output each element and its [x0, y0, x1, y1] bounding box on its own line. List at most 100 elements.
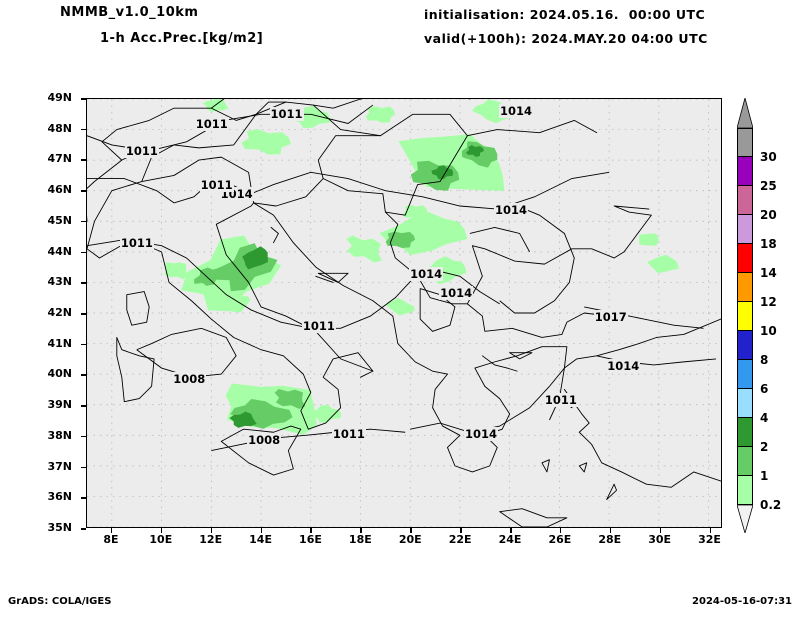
coastline [312, 99, 361, 109]
coastline [101, 107, 257, 161]
isobar-line [410, 366, 566, 433]
colorbar-band [738, 302, 752, 331]
isobar-label: 1011 [301, 319, 336, 334]
lon-tick-label: 14E [249, 533, 272, 546]
colorbar-band [738, 360, 752, 389]
colorbar-over-arrow [736, 96, 754, 132]
precip-contour [164, 262, 188, 280]
isobar-label: 1014 [409, 267, 444, 282]
coastline [99, 239, 374, 430]
colorbar-tick-label: 8 [760, 353, 769, 367]
lat-tick-mark [81, 128, 86, 131]
precip-contour [202, 99, 229, 113]
model-title: NMMB_v1.0_10km [60, 5, 199, 20]
precipitation-map [87, 99, 721, 527]
isobar-label-layer: 1011 1011 1011 1014 1014 1011 1011 1014 1014 1014… [87, 99, 721, 527]
coastline [116, 337, 155, 403]
lat-tick-label: 41N [47, 336, 72, 350]
colorbar-band [738, 447, 752, 476]
isobar-label: 1017 [593, 310, 628, 325]
colorbar-band [738, 244, 752, 273]
colorbar-tick-label: 20 [760, 208, 777, 222]
lon-tick-label: 18E [348, 533, 372, 546]
lat-tick-mark [81, 497, 86, 499]
coastline [317, 135, 381, 179]
precip-contour [346, 235, 382, 263]
gridlines [87, 99, 721, 527]
initialisation-time: initialisation: 2024.05.16. 00:00 UTC [424, 7, 706, 22]
coastline [317, 272, 349, 283]
precip-contour [465, 145, 485, 158]
isobar-label: 1014 [498, 104, 533, 119]
lat-tick-label: 35N [47, 521, 72, 534]
lat-tick-label: 47N [47, 152, 72, 166]
precip-contour [274, 389, 306, 410]
lat-tick-mark [81, 251, 86, 254]
lon-tick-label: 28E [598, 533, 622, 546]
lat-tick-mark [81, 466, 86, 469]
lat-tick-label: 40N [47, 367, 72, 381]
isobar-label: 1008 [247, 432, 282, 447]
coastline [253, 119, 598, 216]
lon-tick-label: 12E [199, 533, 223, 546]
precip-contour [222, 295, 251, 313]
precip-contour [385, 297, 415, 316]
isobar-label: 1014 [464, 426, 499, 441]
precip-contour [229, 411, 257, 428]
coastline [613, 205, 652, 253]
coastline [87, 156, 255, 250]
colorbar-band [738, 128, 752, 157]
precip-contour [365, 106, 396, 123]
precip-contour [241, 129, 291, 155]
lon-tick-label: 26E [548, 533, 572, 546]
lon-tick-label: 24E [498, 533, 522, 546]
field-title: 1-h Acc.Prec.[kg/m2] [100, 31, 264, 46]
footer-credit: GrADS: COLA/IGES [8, 596, 112, 607]
colorbar-band [738, 389, 752, 418]
colorbar-tick-label: 25 [760, 179, 777, 193]
colorbar-band [738, 476, 752, 505]
lon-tick-mark [510, 528, 512, 533]
lon-tick-mark [110, 528, 113, 533]
lon-tick-mark [609, 528, 612, 533]
coastline [499, 508, 568, 527]
lat-tick-mark [81, 98, 86, 100]
lon-tick-mark [260, 528, 263, 533]
isobar-line [499, 202, 575, 314]
coastline [432, 337, 657, 473]
isobar-label: 1014 [493, 202, 529, 217]
lat-tick-mark [81, 313, 86, 315]
lon-tick-mark [160, 528, 163, 533]
coastline [655, 318, 721, 338]
colorbar-band [738, 157, 752, 186]
lat-tick-mark [81, 282, 86, 284]
isobar-label: 1014 [439, 285, 474, 300]
valid-time: valid(+100h): 2024.MAY.20 04:00 UTC [424, 31, 708, 46]
colorbar-band [738, 215, 752, 244]
coastline [126, 291, 150, 326]
isobar-label: 1014 [606, 359, 641, 374]
coastline [509, 352, 533, 360]
precip-contour [647, 254, 679, 274]
colorbar-tick-label: 12 [760, 295, 777, 309]
coastline [541, 459, 550, 473]
lat-tick-mark [81, 435, 86, 438]
lat-tick-label: 44N [47, 244, 72, 258]
lat-tick-label: 49N [47, 91, 72, 104]
lat-tick-label: 43N [47, 275, 72, 289]
colorbar-tick-label: 30 [760, 150, 777, 164]
lon-tick-mark [310, 528, 312, 533]
lon-tick-mark [410, 528, 412, 533]
colorbar-band [738, 331, 752, 360]
coastline [87, 248, 100, 259]
lon-tick-label: 10E [149, 533, 173, 546]
lon-tick-label: 22E [448, 533, 472, 546]
colorbar-tick-label: 1 [760, 469, 769, 483]
colorbar-tick-label: 6 [760, 382, 769, 396]
precip-contour [230, 398, 293, 429]
lat-tick-mark [81, 159, 86, 161]
lon-tick-mark [709, 528, 712, 533]
isobar-line [211, 428, 406, 451]
map-plot-area: 1011 1011 1011 1014 1014 1011 1011 1014 1014 1014… [86, 98, 722, 528]
lat-tick-mark [81, 190, 86, 192]
